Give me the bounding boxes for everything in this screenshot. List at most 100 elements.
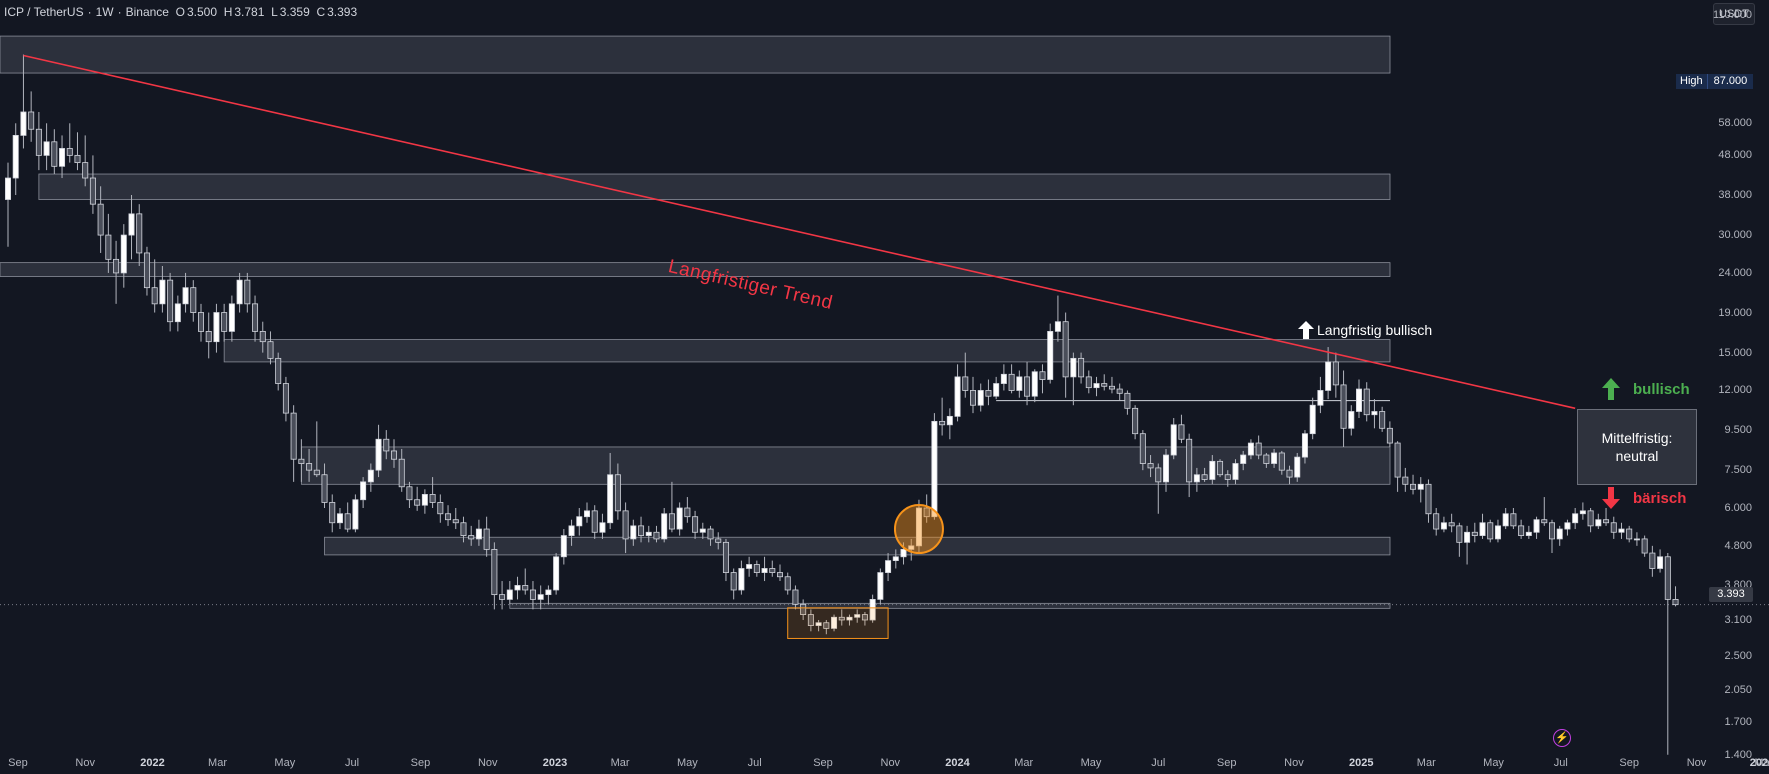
candle-body — [1217, 460, 1224, 476]
candle-body — [452, 519, 459, 524]
candle-body — [962, 376, 969, 391]
x-tick-label: Nov — [75, 757, 95, 769]
candle-body — [1224, 474, 1231, 480]
candle-body — [1301, 433, 1308, 458]
candle-body — [537, 594, 544, 600]
x-tick-label: 2025 — [1348, 757, 1374, 769]
candle-body — [290, 412, 297, 460]
y-tick-label: 7.500 — [1724, 464, 1752, 477]
symbol-name[interactable]: ICP / TetherUS — [4, 5, 84, 19]
candle-body — [1356, 388, 1363, 412]
zone — [223, 339, 1391, 363]
candle-body — [1633, 538, 1640, 541]
y-tick-label: 38.000 — [1718, 188, 1752, 201]
interval[interactable]: 1W — [95, 5, 114, 19]
x-tick-label: Nov — [880, 757, 901, 769]
candle-body — [1363, 388, 1370, 416]
candle-body — [74, 154, 81, 163]
candle-body — [1000, 373, 1007, 384]
candle-body — [1348, 411, 1355, 429]
candle-body — [398, 458, 405, 488]
candle-body — [607, 474, 614, 524]
x-tick-label: Ma — [1754, 757, 1769, 769]
currency-button[interactable]: USDT — [1713, 3, 1755, 25]
candle-body — [1456, 525, 1463, 543]
trendline — [23, 54, 1576, 410]
x-tick-label: Sep — [410, 757, 431, 769]
candle-body — [267, 341, 274, 359]
mid-term-status: neutral — [1615, 448, 1659, 464]
candle-body — [128, 213, 135, 236]
candle-body — [28, 111, 35, 130]
candle-body — [1263, 454, 1270, 464]
bullish-label: bullisch — [1633, 381, 1690, 398]
candle-body — [197, 312, 204, 332]
candle-body — [1556, 528, 1563, 540]
candle-body — [730, 572, 737, 591]
candle-body — [190, 287, 197, 313]
arrow-up-icon — [1602, 378, 1620, 400]
zone — [0, 262, 1391, 277]
y-tick-label: 30.000 — [1718, 229, 1752, 242]
y-tick-label: 6.000 — [1724, 502, 1752, 514]
candle-body — [1124, 392, 1131, 409]
long-term-bullish-label: Langfristig bullisch — [1298, 321, 1432, 339]
candle-body — [1170, 424, 1177, 456]
candle-body — [1494, 525, 1501, 540]
candle-body — [529, 589, 536, 600]
candle-body — [59, 148, 66, 167]
candle-body — [614, 474, 621, 512]
candle-body — [1379, 411, 1386, 429]
zone — [38, 173, 1391, 200]
candle-body — [167, 279, 174, 323]
candle-body — [1255, 442, 1262, 456]
candle-body — [390, 450, 397, 460]
high-marker-value: 87.000 — [1706, 74, 1754, 89]
candle-body — [800, 603, 807, 615]
candle-body — [715, 538, 722, 543]
candle-body — [360, 481, 367, 501]
candle-body — [468, 535, 475, 540]
candle-body — [522, 585, 529, 591]
candle-body — [151, 287, 158, 305]
candle-body — [1649, 552, 1656, 569]
x-tick-label: Jul — [1553, 757, 1568, 769]
candle-body — [514, 585, 521, 591]
candle-body — [1564, 522, 1571, 530]
candle-body — [1031, 371, 1038, 397]
candle-body — [661, 513, 668, 540]
candle-body — [753, 564, 760, 573]
candle-body — [630, 525, 637, 540]
zone — [324, 536, 1391, 556]
candle-body — [1433, 513, 1440, 530]
candle-body — [869, 599, 876, 621]
candle-body — [1471, 531, 1478, 536]
candle-body — [946, 415, 953, 426]
candle-body — [383, 438, 390, 452]
alert-icon[interactable]: ⚡ — [1553, 729, 1571, 747]
candle-body — [1610, 522, 1617, 533]
candle-body — [375, 438, 382, 471]
candle-body — [1286, 469, 1293, 478]
candle-body — [213, 312, 220, 343]
candle-body — [1657, 556, 1664, 569]
candle-body — [1247, 442, 1254, 456]
candle-body — [560, 535, 567, 558]
candle-body — [1062, 321, 1069, 378]
candle-body — [954, 376, 961, 417]
x-tick-label: 2022 — [140, 757, 165, 769]
y-tick-label: 58.000 — [1718, 117, 1752, 130]
candle-body — [861, 614, 868, 621]
candle-body — [1579, 510, 1586, 515]
candle-body — [259, 330, 266, 343]
candle-body — [1386, 427, 1393, 444]
candle-body — [653, 531, 660, 540]
y-tick-label: 1.400 — [1724, 748, 1752, 761]
candle-body — [1448, 522, 1455, 527]
candle-body — [831, 616, 838, 629]
candle-body — [205, 330, 212, 343]
y-tick-label: 12.000 — [1718, 384, 1752, 397]
candle-body — [1332, 361, 1339, 386]
open-value: 3.500 — [186, 5, 218, 19]
